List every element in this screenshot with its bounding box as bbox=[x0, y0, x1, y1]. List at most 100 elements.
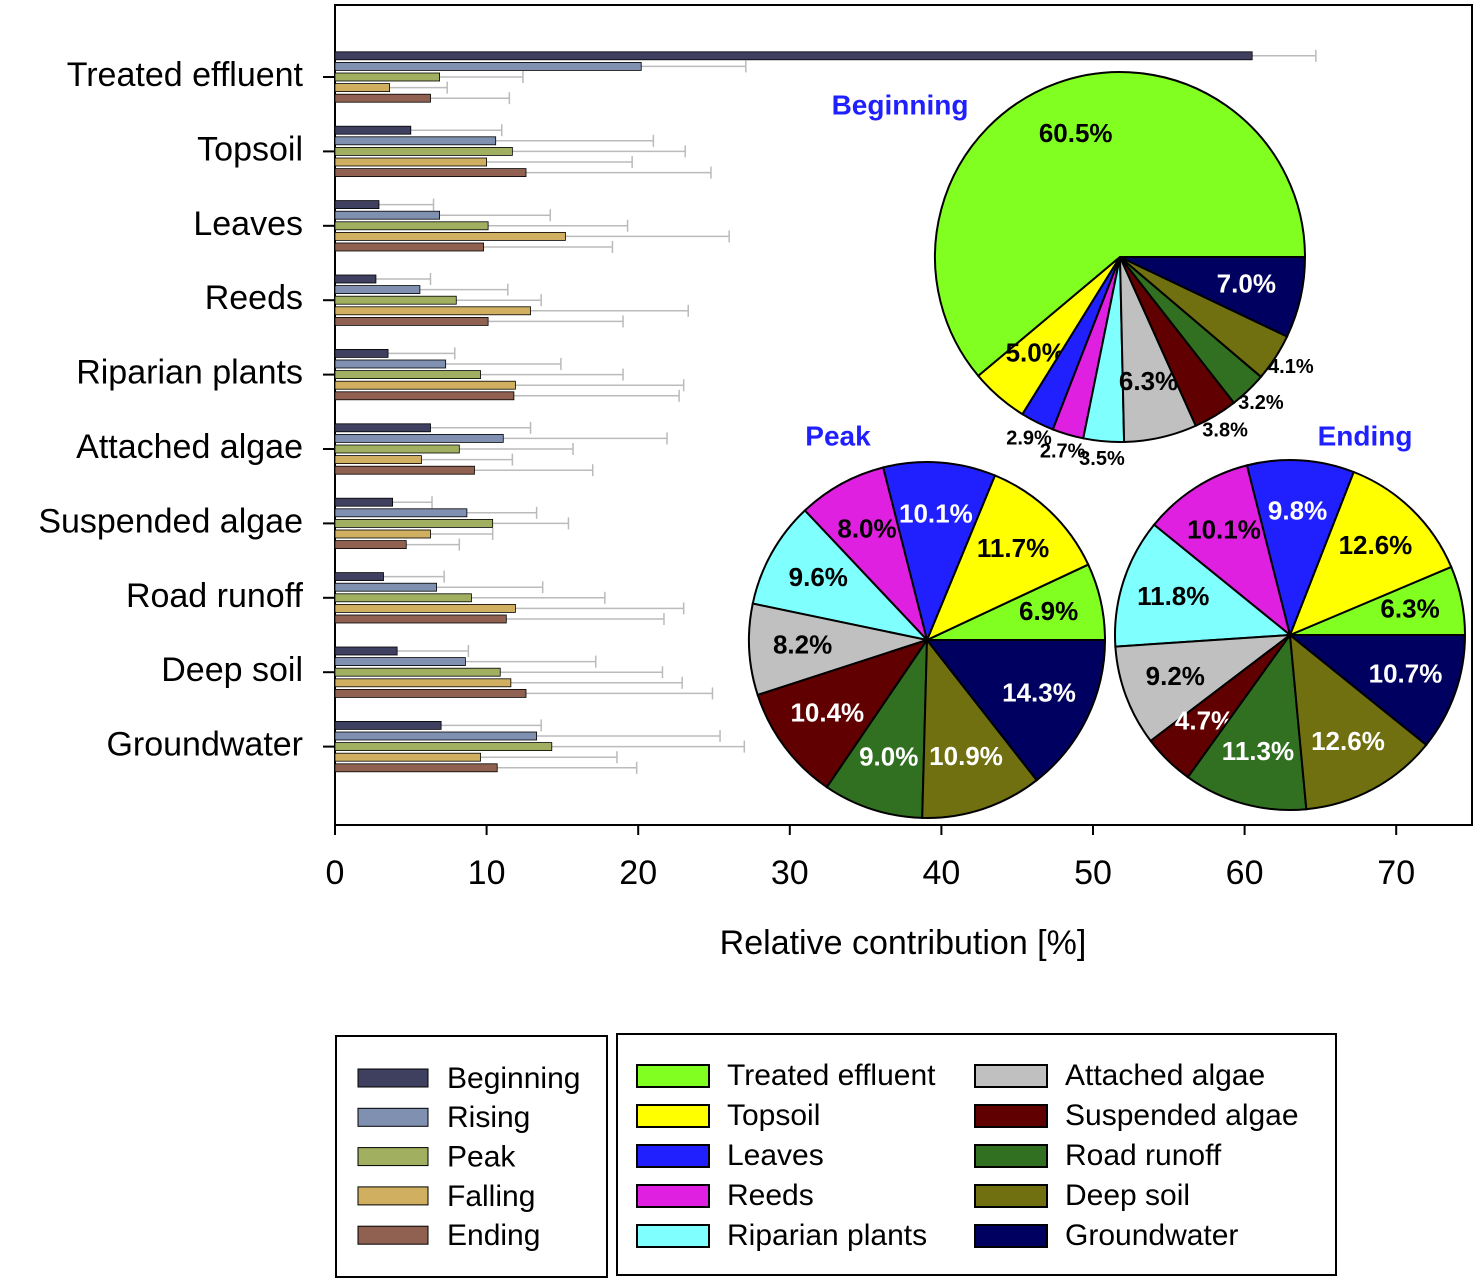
bar bbox=[334, 62, 642, 71]
bar bbox=[334, 529, 431, 539]
bar bbox=[334, 242, 484, 252]
pie-value-label: 2.7% bbox=[1040, 441, 1086, 463]
legend-label: Groundwater bbox=[1065, 1219, 1238, 1252]
bar bbox=[334, 604, 516, 613]
bar bbox=[334, 731, 538, 741]
legend-swatch bbox=[974, 1224, 1048, 1248]
pie-value-label: 14.3% bbox=[1002, 677, 1076, 707]
y-tick-label: Attached algae bbox=[76, 428, 303, 466]
bar bbox=[334, 221, 489, 231]
bar bbox=[334, 391, 515, 401]
legend-label: Beginning bbox=[447, 1062, 580, 1095]
pie-slice bbox=[803, 466, 929, 644]
bar bbox=[334, 423, 431, 433]
bar bbox=[334, 667, 501, 677]
pie-slice bbox=[751, 509, 930, 642]
bar bbox=[334, 380, 516, 390]
bar bbox=[334, 370, 481, 380]
legend-swatch bbox=[636, 1064, 710, 1088]
legend-label: Falling bbox=[447, 1180, 535, 1213]
pie-slice bbox=[1288, 632, 1428, 811]
pie-slice bbox=[1186, 632, 1308, 811]
legend-label: Peak bbox=[447, 1141, 516, 1174]
bar bbox=[334, 763, 498, 773]
x-tick-label: 10 bbox=[468, 854, 506, 892]
pie-value-label: 12.6% bbox=[1339, 530, 1413, 560]
legend-swatch bbox=[974, 1064, 1048, 1088]
pie-slice bbox=[1288, 470, 1453, 637]
bar bbox=[334, 51, 1253, 61]
pie-title: Beginning bbox=[832, 89, 969, 120]
bar bbox=[334, 614, 507, 624]
x-tick-label: 20 bbox=[619, 854, 657, 892]
pie-value-label: 10.4% bbox=[790, 698, 864, 728]
bar bbox=[334, 136, 497, 146]
pie-value-label: 6.3% bbox=[1380, 594, 1439, 624]
legend-label: Riparian plants bbox=[727, 1219, 927, 1252]
pie-value-label: 12.6% bbox=[1311, 726, 1385, 756]
bar bbox=[334, 168, 527, 178]
pie-value-label: 9.0% bbox=[859, 741, 918, 771]
bar bbox=[334, 285, 421, 295]
legend-swatch bbox=[636, 1184, 710, 1208]
x-tick-label: 60 bbox=[1226, 854, 1264, 892]
pie-slice bbox=[925, 474, 1090, 642]
pie-slice bbox=[1119, 256, 1307, 338]
pie-slice bbox=[921, 637, 1039, 819]
legend-label: Attached algae bbox=[1065, 1059, 1265, 1092]
pie-value-label: 6.9% bbox=[1019, 596, 1078, 626]
y-tick-label: Groundwater bbox=[106, 726, 303, 764]
y-tick-label: Leaves bbox=[193, 205, 303, 243]
pie-slice bbox=[924, 639, 1107, 782]
bar bbox=[334, 455, 422, 465]
x-tick-label: 0 bbox=[326, 854, 345, 892]
bar bbox=[334, 572, 384, 581]
legend-swatch bbox=[636, 1144, 710, 1168]
pie-slice bbox=[881, 461, 997, 644]
pie-slice bbox=[1152, 464, 1292, 638]
pie-value-label: 8.2% bbox=[773, 630, 832, 660]
legend-swatch bbox=[974, 1104, 1048, 1128]
bar bbox=[334, 497, 394, 507]
legend-swatch bbox=[636, 1224, 710, 1248]
bar bbox=[334, 157, 488, 167]
x-tick-label: 70 bbox=[1377, 854, 1415, 892]
bar bbox=[334, 742, 553, 751]
bar bbox=[334, 72, 441, 82]
x-tick-label: 50 bbox=[1074, 854, 1112, 892]
pie-slice bbox=[825, 636, 929, 819]
bar bbox=[334, 689, 527, 698]
pie-value-label: 10.9% bbox=[929, 741, 1003, 771]
pie-title: Ending bbox=[1318, 420, 1413, 451]
legend-label: Leaves bbox=[727, 1139, 824, 1172]
bar bbox=[334, 83, 390, 92]
bar bbox=[334, 231, 566, 241]
y-tick-label: Reeds bbox=[205, 279, 303, 317]
x-tick-label: 30 bbox=[771, 854, 809, 892]
bar bbox=[334, 93, 431, 103]
bar bbox=[334, 508, 468, 518]
pie-value-label: 3.2% bbox=[1238, 392, 1284, 414]
y-tick-label: Deep soil bbox=[161, 651, 303, 689]
y-tick-label: Suspended algae bbox=[38, 502, 303, 540]
pie-value-label: 60.5% bbox=[1039, 118, 1113, 148]
legend-label: Ending bbox=[447, 1219, 540, 1252]
bar bbox=[334, 519, 494, 528]
y-tick-label: Road runoff bbox=[126, 577, 304, 615]
pie-value-label: 11.8% bbox=[1137, 581, 1209, 611]
bar bbox=[334, 721, 442, 730]
pie-value-label: 9.2% bbox=[1146, 661, 1205, 691]
bar bbox=[334, 125, 412, 135]
legend-label: Deep soil bbox=[1065, 1179, 1190, 1212]
bar bbox=[334, 444, 460, 454]
legend-label: Suspended algae bbox=[1065, 1099, 1299, 1132]
bar bbox=[334, 593, 472, 603]
pie-slice bbox=[1245, 459, 1355, 639]
pie-value-label: 11.3% bbox=[1222, 736, 1294, 766]
pie-slice bbox=[748, 602, 931, 697]
bar bbox=[334, 210, 441, 220]
bar bbox=[334, 306, 531, 316]
legend-swatch bbox=[357, 1225, 429, 1245]
bar bbox=[334, 678, 512, 688]
